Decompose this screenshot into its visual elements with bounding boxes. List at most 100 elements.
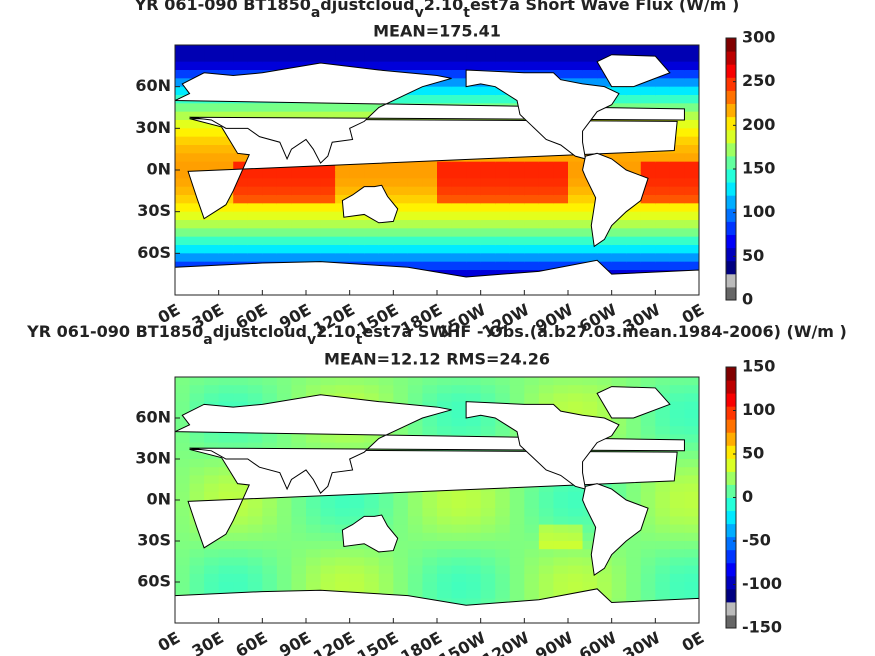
field-cell: [509, 195, 526, 205]
field-cell: [568, 53, 584, 63]
field-cell: [276, 195, 293, 205]
field-cell: [495, 195, 511, 205]
field-cell: [568, 500, 584, 510]
field-cell: [626, 532, 642, 542]
field-cell: [175, 500, 191, 510]
field-cell: [553, 483, 569, 493]
field-cell: [306, 111, 322, 121]
field-cell: [407, 491, 424, 501]
field-cell: [204, 45, 220, 55]
field-cell: [495, 549, 511, 559]
field-cell: [175, 434, 191, 444]
field-cell: [626, 261, 642, 271]
field-cell: [247, 393, 264, 403]
field-cell: [335, 170, 351, 180]
field-cell: [407, 195, 424, 205]
field-cell: [655, 220, 671, 230]
field-cell: [582, 186, 599, 196]
field-cell: [262, 393, 278, 403]
field-cell: [437, 220, 453, 230]
field-cell: [684, 236, 699, 246]
field-cell: [524, 565, 540, 575]
field-cell: [597, 236, 613, 246]
field-cell: [626, 95, 642, 105]
field-cell: [204, 434, 220, 444]
field-cell: [568, 541, 584, 551]
field-cell: [451, 549, 468, 559]
field-cell: [393, 565, 409, 575]
field-cell: [204, 136, 220, 146]
field-cell: [669, 161, 686, 171]
field-cell: [407, 590, 424, 600]
field-cell: [611, 573, 628, 583]
field-cell: [247, 195, 264, 205]
field-cell: [393, 426, 409, 436]
field-cell: [451, 45, 468, 55]
field-cell: [262, 228, 278, 238]
field-cell: [175, 45, 191, 55]
field-cell: [640, 565, 657, 575]
field-cell: [378, 220, 395, 230]
field-cell: [189, 111, 206, 121]
field-cell: [306, 228, 322, 238]
field-cell: [175, 161, 191, 171]
field-cell: [582, 195, 599, 205]
field-cell: [684, 426, 699, 436]
field-cell: [495, 532, 511, 542]
field-cell: [422, 508, 438, 518]
field-cell: [422, 377, 438, 387]
field-cell: [233, 483, 249, 493]
field-cell: [524, 203, 540, 213]
field-cell: [422, 186, 438, 196]
field-cell: [480, 573, 497, 583]
field-cell: [247, 203, 264, 213]
field-cell: [480, 270, 497, 280]
field-cell: [189, 145, 206, 155]
field-cell: [189, 573, 206, 583]
field-cell: [175, 459, 191, 469]
field-cell: [582, 582, 599, 592]
field-cell: [276, 103, 293, 113]
field-cell: [204, 53, 220, 63]
field-cell: [189, 450, 206, 460]
field-cell: [218, 245, 235, 255]
field-cell: [538, 385, 555, 395]
field-cell: [291, 500, 307, 510]
field-cell: [218, 153, 235, 163]
land: [341, 514, 399, 553]
field-cell: [524, 153, 540, 163]
field-cell: [553, 61, 569, 71]
land: [175, 588, 699, 623]
field-cell: [451, 95, 468, 105]
field-cell: [393, 508, 409, 518]
field-cell: [276, 524, 293, 534]
field-cell: [291, 524, 307, 534]
field-cell: [640, 377, 657, 387]
field-cell: [480, 508, 497, 518]
field-cell: [218, 161, 235, 171]
field-cell: [218, 45, 235, 55]
field-cell: [640, 409, 657, 419]
field-cell: [480, 500, 497, 510]
field-cell: [684, 170, 699, 180]
field-cell: [276, 532, 293, 542]
field-cell: [538, 253, 555, 263]
field-cell: [204, 145, 220, 155]
field-cell: [626, 203, 642, 213]
land: [596, 54, 671, 88]
field-cell: [437, 236, 453, 246]
field-cell: [509, 220, 526, 230]
field-cell: [568, 253, 584, 263]
field-cell: [568, 508, 584, 518]
field-cell: [218, 549, 235, 559]
field-cell: [233, 178, 249, 188]
field-cell: [306, 220, 322, 230]
field-cell: [495, 186, 511, 196]
field-cell: [553, 220, 569, 230]
field-cell: [669, 491, 686, 501]
field-cell: [422, 549, 438, 559]
field-cell: [378, 236, 395, 246]
field-cell: [407, 385, 424, 395]
field-cell: [276, 508, 293, 518]
field-cell: [393, 532, 409, 542]
